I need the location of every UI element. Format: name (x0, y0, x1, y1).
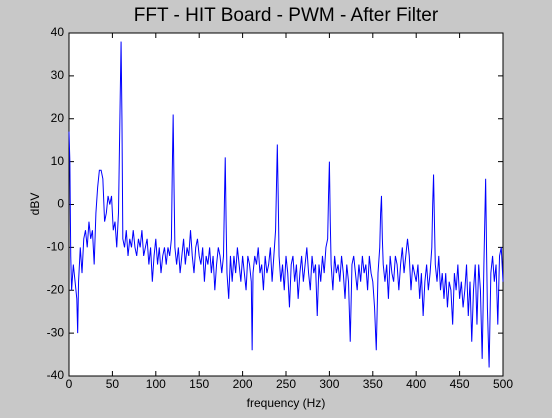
y-tick-label: -10 (47, 240, 65, 254)
y-axis-label: dBV (28, 193, 42, 216)
x-tick-label: 300 (319, 377, 339, 391)
x-tick-label: 200 (233, 377, 253, 391)
y-tick-label: -30 (47, 325, 65, 339)
x-tick-label: 350 (363, 377, 383, 391)
y-tick-label: 40 (51, 25, 65, 39)
plot-area (68, 32, 504, 377)
x-tick-label: 500 (493, 377, 513, 391)
x-axis-label: frequency (Hz) (247, 396, 326, 410)
y-tick-label: -40 (47, 368, 65, 382)
y-tick-label: -20 (47, 282, 65, 296)
y-tick-label: 20 (51, 111, 65, 125)
y-tick-label: 30 (51, 68, 65, 82)
x-tick-label: 100 (146, 377, 166, 391)
chart-title: FFT - HIT Board - PWM - After Filter (134, 5, 439, 26)
y-tick-label: 10 (51, 154, 65, 168)
x-tick-label: 50 (106, 377, 120, 391)
x-tick-label: 400 (406, 377, 426, 391)
x-tick-label: 0 (66, 377, 73, 391)
x-tick-label: 250 (276, 377, 296, 391)
x-tick-label: 150 (189, 377, 209, 391)
y-tick-label: 0 (57, 197, 64, 211)
series-line (68, 41, 504, 368)
x-tick-label: 450 (450, 377, 470, 391)
